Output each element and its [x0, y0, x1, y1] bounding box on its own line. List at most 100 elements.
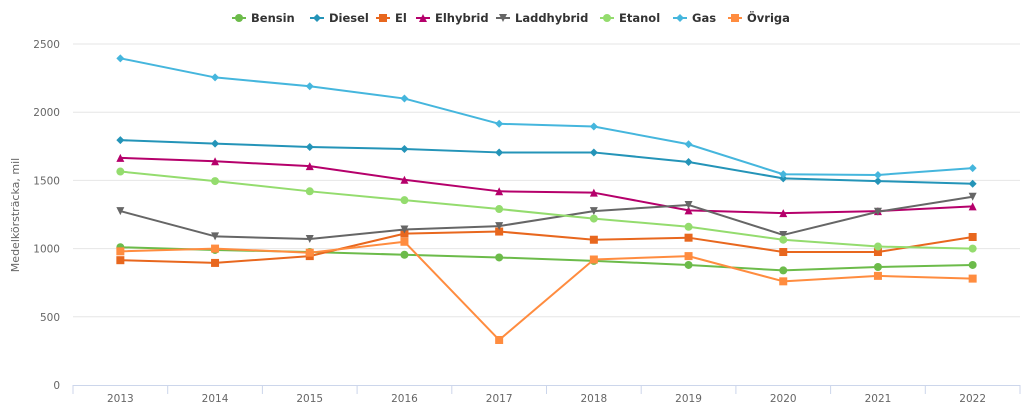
legend-item-gas[interactable]: Gas: [673, 11, 716, 25]
data-point-elhybrid: [779, 209, 788, 218]
y-tick-label: 2000: [33, 107, 60, 119]
legend-symbol-icon: [731, 14, 739, 22]
legend: Bensin Diesel El Elhybrid Laddhybrid Etanol Ga…: [232, 10, 790, 25]
legend-label: Diesel: [329, 11, 369, 25]
legend-item-ovriga[interactable]: Övriga: [728, 10, 790, 25]
data-point-ovriga: [400, 237, 409, 246]
data-point-gas: [873, 170, 882, 179]
series-laddhybrid[interactable]: [116, 192, 977, 244]
y-tick-label: 2500: [33, 39, 60, 51]
data-point-ovriga: [873, 271, 882, 280]
series-elhybrid[interactable]: [116, 153, 977, 218]
legend-symbol-icon: [499, 14, 507, 22]
legend-label: Laddhybrid: [515, 11, 588, 25]
x-tick-label: 2014: [202, 393, 229, 405]
data-point-gas: [684, 140, 693, 149]
data-point-el: [873, 248, 882, 257]
x-tick-label: 2021: [865, 393, 892, 405]
data-point-laddhybrid: [116, 207, 125, 216]
data-point-etanol: [589, 214, 598, 223]
data-point-etanol: [305, 187, 314, 196]
legend-item-el[interactable]: El: [376, 11, 407, 25]
data-point-el: [211, 258, 220, 267]
series-line-etanol: [120, 170, 973, 250]
series-ovriga[interactable]: [116, 237, 977, 344]
data-point-ovriga: [116, 247, 125, 256]
data-point-el: [495, 227, 504, 236]
data-point-laddhybrid: [305, 235, 314, 244]
series-diesel[interactable]: [116, 136, 977, 188]
legend-label: Bensin: [251, 11, 295, 25]
data-point-etanol: [495, 205, 504, 214]
data-point-elhybrid: [116, 153, 125, 162]
series-gas[interactable]: [116, 54, 977, 179]
y-tick-label: 0: [53, 380, 60, 392]
legend-symbol-icon: [603, 14, 611, 22]
data-point-ovriga: [779, 277, 788, 286]
y-tick-label: 500: [40, 312, 60, 324]
series-line-laddhybrid: [120, 195, 973, 241]
data-point-elhybrid: [968, 202, 977, 211]
data-point-elhybrid: [305, 162, 314, 171]
data-point-diesel: [873, 177, 882, 186]
legend-item-etanol[interactable]: Etanol: [600, 11, 660, 25]
data-point-etanol: [116, 167, 125, 176]
data-point-gas: [968, 164, 977, 173]
legend-symbol-icon: [419, 14, 427, 22]
data-point-gas: [116, 54, 125, 63]
legend-label: Övriga: [747, 10, 790, 25]
data-point-etanol: [211, 177, 220, 186]
data-point-laddhybrid: [495, 222, 504, 231]
data-point-el: [400, 229, 409, 238]
data-point-etanol: [873, 242, 882, 251]
data-point-bensin: [968, 260, 977, 269]
data-point-laddhybrid: [211, 232, 220, 241]
data-point-ovriga: [495, 335, 504, 344]
x-tick-label: 2017: [486, 393, 513, 405]
legend-symbol-icon: [676, 14, 684, 22]
data-point-ovriga: [305, 248, 314, 257]
data-point-laddhybrid: [589, 207, 598, 216]
data-point-elhybrid: [589, 188, 598, 197]
series-el[interactable]: [116, 227, 977, 267]
legend-item-laddhybrid[interactable]: Laddhybrid: [496, 11, 588, 25]
series-bensin[interactable]: [116, 243, 977, 275]
x-tick-label: 2013: [107, 393, 134, 405]
y-axis-title: Medelkörsträcka, mil: [9, 158, 22, 272]
data-point-bensin: [495, 253, 504, 262]
data-point-elhybrid: [495, 187, 504, 196]
legend-item-elhybrid[interactable]: Elhybrid: [416, 11, 489, 25]
data-point-bensin: [684, 260, 693, 269]
data-point-elhybrid: [400, 175, 409, 184]
data-point-diesel: [116, 136, 125, 145]
x-tick-label: 2018: [580, 393, 607, 405]
data-point-diesel: [779, 174, 788, 183]
data-point-etanol: [684, 222, 693, 231]
legend-item-bensin[interactable]: Bensin: [232, 11, 295, 25]
x-tick-label: 2020: [770, 393, 797, 405]
data-point-el: [779, 248, 788, 257]
data-point-el: [116, 256, 125, 265]
y-tick-label: 1000: [33, 244, 60, 256]
data-point-el: [589, 235, 598, 244]
data-point-ovriga: [589, 255, 598, 264]
data-point-bensin: [400, 250, 409, 259]
data-point-laddhybrid: [779, 230, 788, 239]
data-point-ovriga: [968, 274, 977, 283]
data-point-diesel: [211, 139, 220, 148]
data-point-diesel: [968, 179, 977, 188]
y-tick-label: 1500: [33, 175, 60, 187]
legend-symbol-icon: [379, 14, 387, 22]
x-tick-label: 2016: [391, 393, 418, 405]
legend-item-diesel[interactable]: Diesel: [310, 11, 369, 25]
data-point-el: [968, 233, 977, 242]
data-point-gas: [589, 122, 598, 131]
series-line-diesel: [120, 139, 973, 185]
series-etanol[interactable]: [116, 167, 977, 253]
series-line-elhybrid: [120, 156, 973, 215]
legend-label: El: [395, 11, 407, 25]
data-point-diesel: [495, 148, 504, 157]
data-point-laddhybrid: [968, 192, 977, 201]
data-point-laddhybrid: [684, 200, 693, 209]
